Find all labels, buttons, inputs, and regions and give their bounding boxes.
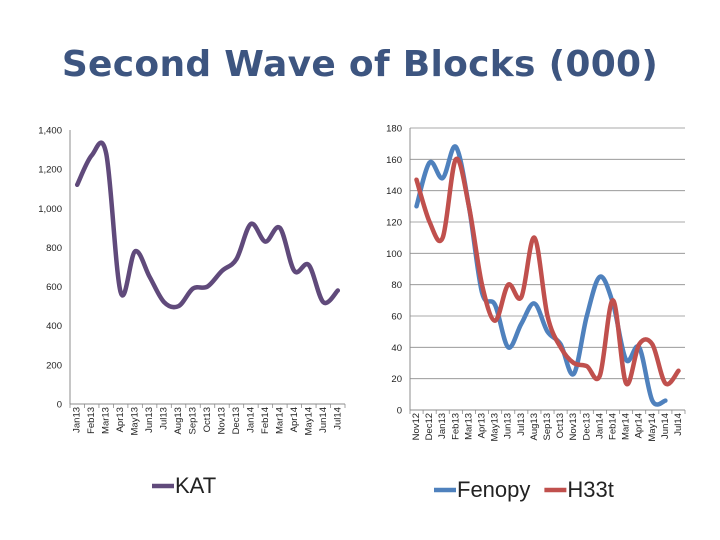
x-tick-label: Dec13 <box>231 407 242 434</box>
x-tick-label: Apr13 <box>477 413 488 438</box>
y-tick-label: 0 <box>397 406 402 417</box>
x-tick-label: Aug13 <box>173 407 184 434</box>
legend-label-kat: KAT <box>175 473 216 498</box>
x-tick-label: Feb13 <box>450 413 461 440</box>
y-tick-label: 600 <box>46 282 62 293</box>
x-tick-label: Mar13 <box>101 407 112 434</box>
x-tick-label: Sep13 <box>188 407 199 434</box>
x-tick-label: Dec13 <box>581 413 592 440</box>
x-tick-label: Mar13 <box>463 413 474 440</box>
left-chart-kat: 0 200 400 600 800 1,000 1,200 1,400 Jan13 Feb13 Ma… <box>38 126 346 498</box>
x-tick-label: Jan13 <box>72 407 83 433</box>
y-tick-label: 1,200 <box>38 165 62 176</box>
x-tick-label: May13 <box>490 413 501 442</box>
y-tick-label: 180 <box>386 124 402 135</box>
y-tick-label: 140 <box>386 186 402 197</box>
x-tick-label: Jun14 <box>318 407 329 433</box>
x-tick-label: Apr14 <box>634 413 645 438</box>
y-tick-label: 40 <box>391 343 402 354</box>
y-tick-label: 400 <box>46 321 62 332</box>
x-tick-label: Jun14 <box>660 413 671 439</box>
y-tick-label: 0 <box>57 400 62 411</box>
x-tick-label: Jan14 <box>594 413 605 439</box>
x-tick-label: Dec12 <box>424 413 435 440</box>
x-tick-label: Feb14 <box>608 413 619 440</box>
x-tick-label: Nov13 <box>568 413 579 440</box>
y-tick-label: 20 <box>391 374 402 385</box>
y-tick-label: 1,000 <box>38 204 62 215</box>
x-tick-label: Jan14 <box>245 407 256 433</box>
x-tick-label: Oct13 <box>202 407 213 432</box>
y-tick-label: 1,400 <box>38 126 62 137</box>
x-tick-label: May13 <box>130 407 141 436</box>
x-tick-label: Jul14 <box>673 413 684 436</box>
series-line-kat <box>74 140 341 310</box>
x-tick-label: Mar14 <box>274 407 285 434</box>
y-tick-label: 800 <box>46 243 62 254</box>
x-tick-label: Jul13 <box>159 407 170 430</box>
x-tick-label: Oct13 <box>555 413 566 438</box>
y-tick-label: 100 <box>386 249 402 260</box>
x-tick-label: Feb14 <box>260 407 271 434</box>
x-tick-label: Jun13 <box>144 407 155 433</box>
x-tick-label: Nov12 <box>411 413 422 440</box>
x-tick-label: Jul14 <box>332 407 343 430</box>
y-tick-label: 200 <box>46 360 62 371</box>
y-tick-label: 80 <box>391 280 402 291</box>
x-tick-label: Apr14 <box>289 407 300 432</box>
y-tick-label: 60 <box>391 312 402 323</box>
x-tick-label: Jul13 <box>516 413 527 436</box>
legend-label-fenopy: Fenopy <box>457 477 530 502</box>
x-tick-label: Apr13 <box>115 407 126 432</box>
x-tick-label: Jan13 <box>437 413 448 439</box>
y-tick-label: 160 <box>386 155 402 166</box>
x-tick-label: Jun13 <box>503 413 514 439</box>
y-tick-label: 120 <box>386 218 402 229</box>
series-line-fenopy <box>414 144 668 407</box>
x-tick-label: May14 <box>303 407 314 436</box>
x-tick-label: Nov13 <box>217 407 228 434</box>
series-line-h33t <box>414 156 681 387</box>
page-title: Second Wave of Blocks (000) <box>61 44 659 85</box>
x-tick-label: Aug13 <box>529 413 540 440</box>
x-tick-label: Feb13 <box>86 407 97 434</box>
legend-label-h33t: H33t <box>567 477 613 502</box>
x-tick-label: Mar14 <box>621 413 632 440</box>
x-tick-label: May14 <box>647 413 658 442</box>
x-tick-label: Sep13 <box>542 413 553 440</box>
